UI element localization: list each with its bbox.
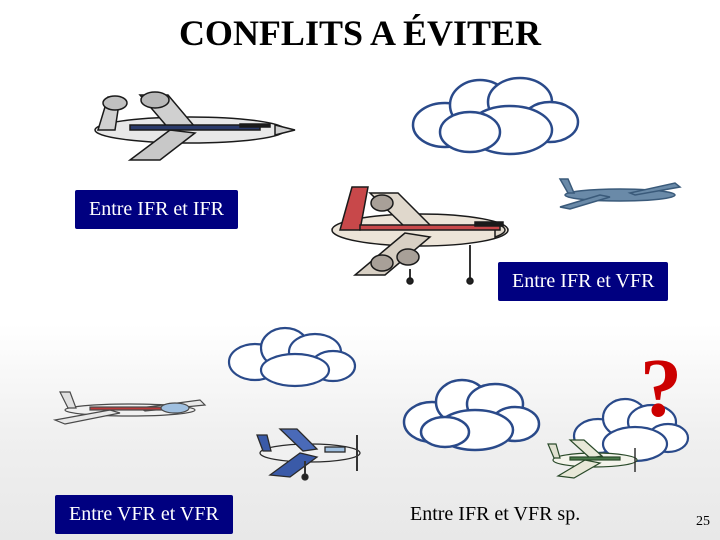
glider-top-icon <box>540 165 690 220</box>
jet-747-icon <box>320 175 520 285</box>
cloud-top <box>400 70 590 160</box>
label-vfr-vfr: Entre VFR et VFR <box>55 495 233 534</box>
small-prop-right-icon <box>540 430 650 485</box>
page-title: CONFLITS A ÉVITER <box>0 12 720 54</box>
label-ifr-ifr: Entre IFR et IFR <box>75 190 238 229</box>
label-ifr-vfrsp: Entre IFR et VFR sp. <box>410 503 580 526</box>
question-mark: ? <box>640 340 682 437</box>
cloud-mid <box>390 370 550 460</box>
page-number: 25 <box>696 514 710 530</box>
jet-md11-icon <box>80 75 300 165</box>
cloud-mid-left <box>215 320 365 390</box>
small-prop-mid-icon <box>245 415 375 485</box>
label-ifr-vfr: Entre IFR et VFR <box>498 262 668 301</box>
glider-left-icon <box>40 380 210 435</box>
